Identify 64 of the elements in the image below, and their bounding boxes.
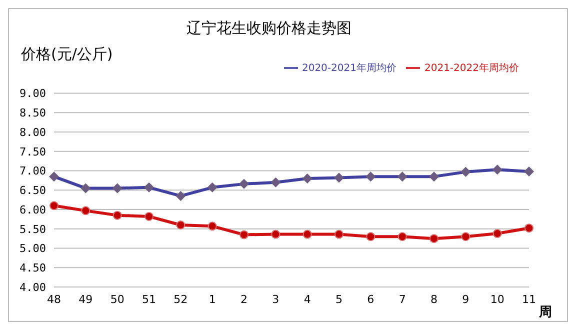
y-tick-label: 5.00: [20, 242, 46, 256]
point: [492, 229, 502, 238]
y-axis-title: 价格(元/公斤): [21, 45, 113, 64]
y-tick-label: 9.00: [20, 87, 46, 100]
x-axis-title: 周: [539, 304, 552, 321]
point: [524, 166, 534, 177]
point: [176, 190, 186, 201]
x-tick-label: 50: [110, 292, 124, 306]
point: [176, 220, 186, 230]
point: [81, 206, 90, 216]
point: [397, 172, 408, 182]
point: [270, 177, 281, 188]
point: [461, 232, 470, 242]
chart-title: 辽宁花生收购价格走势图: [186, 19, 352, 38]
x-tick-label: 3: [272, 292, 280, 306]
point: [112, 183, 122, 194]
y-tick-label: 7.50: [20, 145, 46, 158]
y-tick-label: 7.00: [20, 164, 46, 178]
x-tick-label: 51: [142, 292, 156, 306]
x-tick-label: 49: [78, 292, 93, 306]
point: [144, 212, 154, 221]
x-tick-label: 10: [490, 292, 504, 306]
x-tick-label: 11: [522, 292, 536, 306]
x-tick-label: 6: [367, 292, 374, 306]
x-tick-label: 5: [336, 292, 342, 306]
point: [398, 232, 407, 242]
point: [429, 172, 439, 182]
point: [207, 182, 218, 192]
point: [430, 234, 438, 244]
point: [334, 172, 344, 183]
y-tick-label: 6.50: [20, 184, 46, 198]
y-tick-label: 4.00: [20, 280, 46, 294]
point: [366, 172, 376, 182]
x-tick-label: 2: [240, 292, 248, 306]
x-tick-label: 8: [430, 292, 438, 306]
point: [524, 224, 534, 233]
x-tick-label: 4: [304, 292, 311, 306]
point: [239, 178, 249, 189]
x-tick-label: 52: [174, 292, 188, 306]
x-tick-label: 48: [47, 292, 61, 306]
y-tick-label: 8.50: [20, 106, 46, 120]
point: [366, 232, 376, 242]
point: [271, 230, 280, 239]
point: [50, 201, 58, 210]
point: [112, 210, 122, 220]
point: [240, 230, 248, 240]
legend-label: 2020-2021年周均价: [302, 63, 396, 74]
x-tick-label: 7: [398, 292, 406, 306]
point: [492, 164, 502, 175]
point: [302, 230, 312, 239]
point: [144, 182, 154, 192]
y-tick-label: 8.00: [20, 126, 46, 139]
x-tick-label: 1: [208, 292, 216, 306]
point: [460, 166, 471, 177]
point: [80, 183, 91, 194]
x-tick-label: 9: [462, 292, 470, 306]
point: [334, 230, 344, 239]
y-tick-label: 4.50: [20, 262, 46, 275]
y-tick-label: 6.00: [20, 203, 46, 216]
y-tick-label: 5.50: [20, 222, 46, 236]
point: [208, 222, 217, 231]
point: [49, 172, 59, 182]
point: [302, 174, 312, 184]
legend-label: 2021-2022年周均价: [424, 63, 519, 74]
